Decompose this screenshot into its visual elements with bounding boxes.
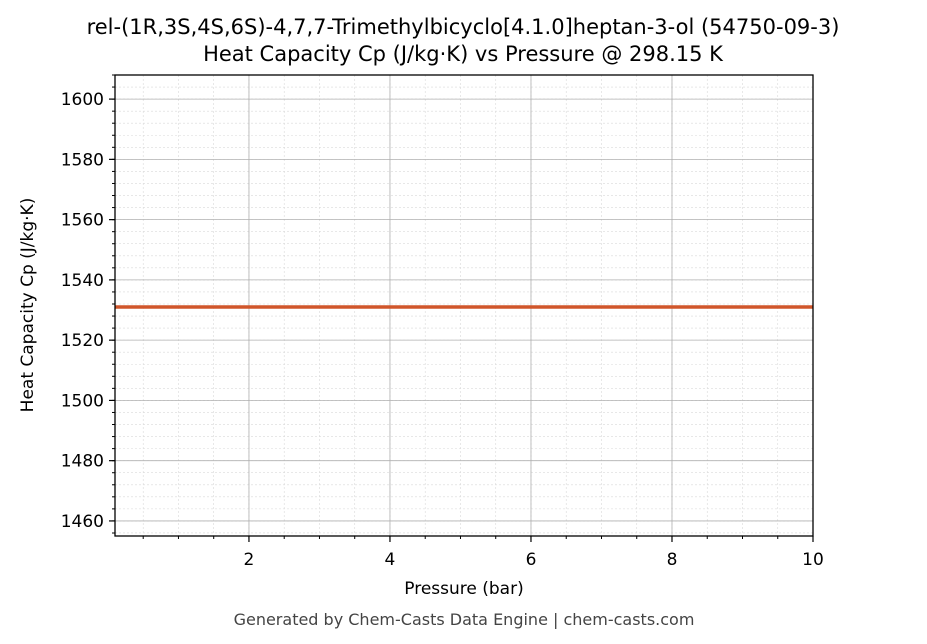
y-tick-label: 1580 — [61, 150, 104, 170]
axis-ticks — [109, 74, 814, 542]
x-tick-label: 10 — [802, 550, 824, 570]
y-tick-label: 1500 — [61, 391, 104, 411]
x-tick-label: 2 — [244, 550, 255, 570]
y-tick-label: 1540 — [61, 271, 104, 291]
plot-frame — [114, 74, 814, 537]
y-tick-label: 1480 — [61, 452, 104, 472]
tick-labels: 2 4 6 8 10 1460 1480 1500 1520 1540 1560 1580 1600 — [61, 90, 824, 570]
y-tick-label: 1520 — [61, 331, 104, 351]
x-tick-label: 8 — [667, 550, 678, 570]
x-tick-label: 4 — [385, 550, 396, 570]
y-axis-label: Heat Capacity Cp (J/kg·K) — [18, 198, 38, 413]
x-tick-label: 6 — [526, 550, 537, 570]
y-tick-label: 1600 — [61, 90, 104, 110]
chart-subtitle: Heat Capacity Cp (J/kg·K) vs Pressure @ … — [203, 42, 724, 66]
y-tick-label: 1560 — [61, 211, 104, 231]
x-axis-label: Pressure (bar) — [404, 579, 523, 599]
major-grid — [115, 75, 814, 536]
y-tick-label: 1460 — [61, 512, 104, 532]
footer-credit: Generated by Chem-Casts Data Engine | ch… — [234, 610, 695, 629]
chart-title: rel-(1R,3S,4S,6S)-4,7,7-Trimethylbicyclo… — [87, 15, 840, 39]
